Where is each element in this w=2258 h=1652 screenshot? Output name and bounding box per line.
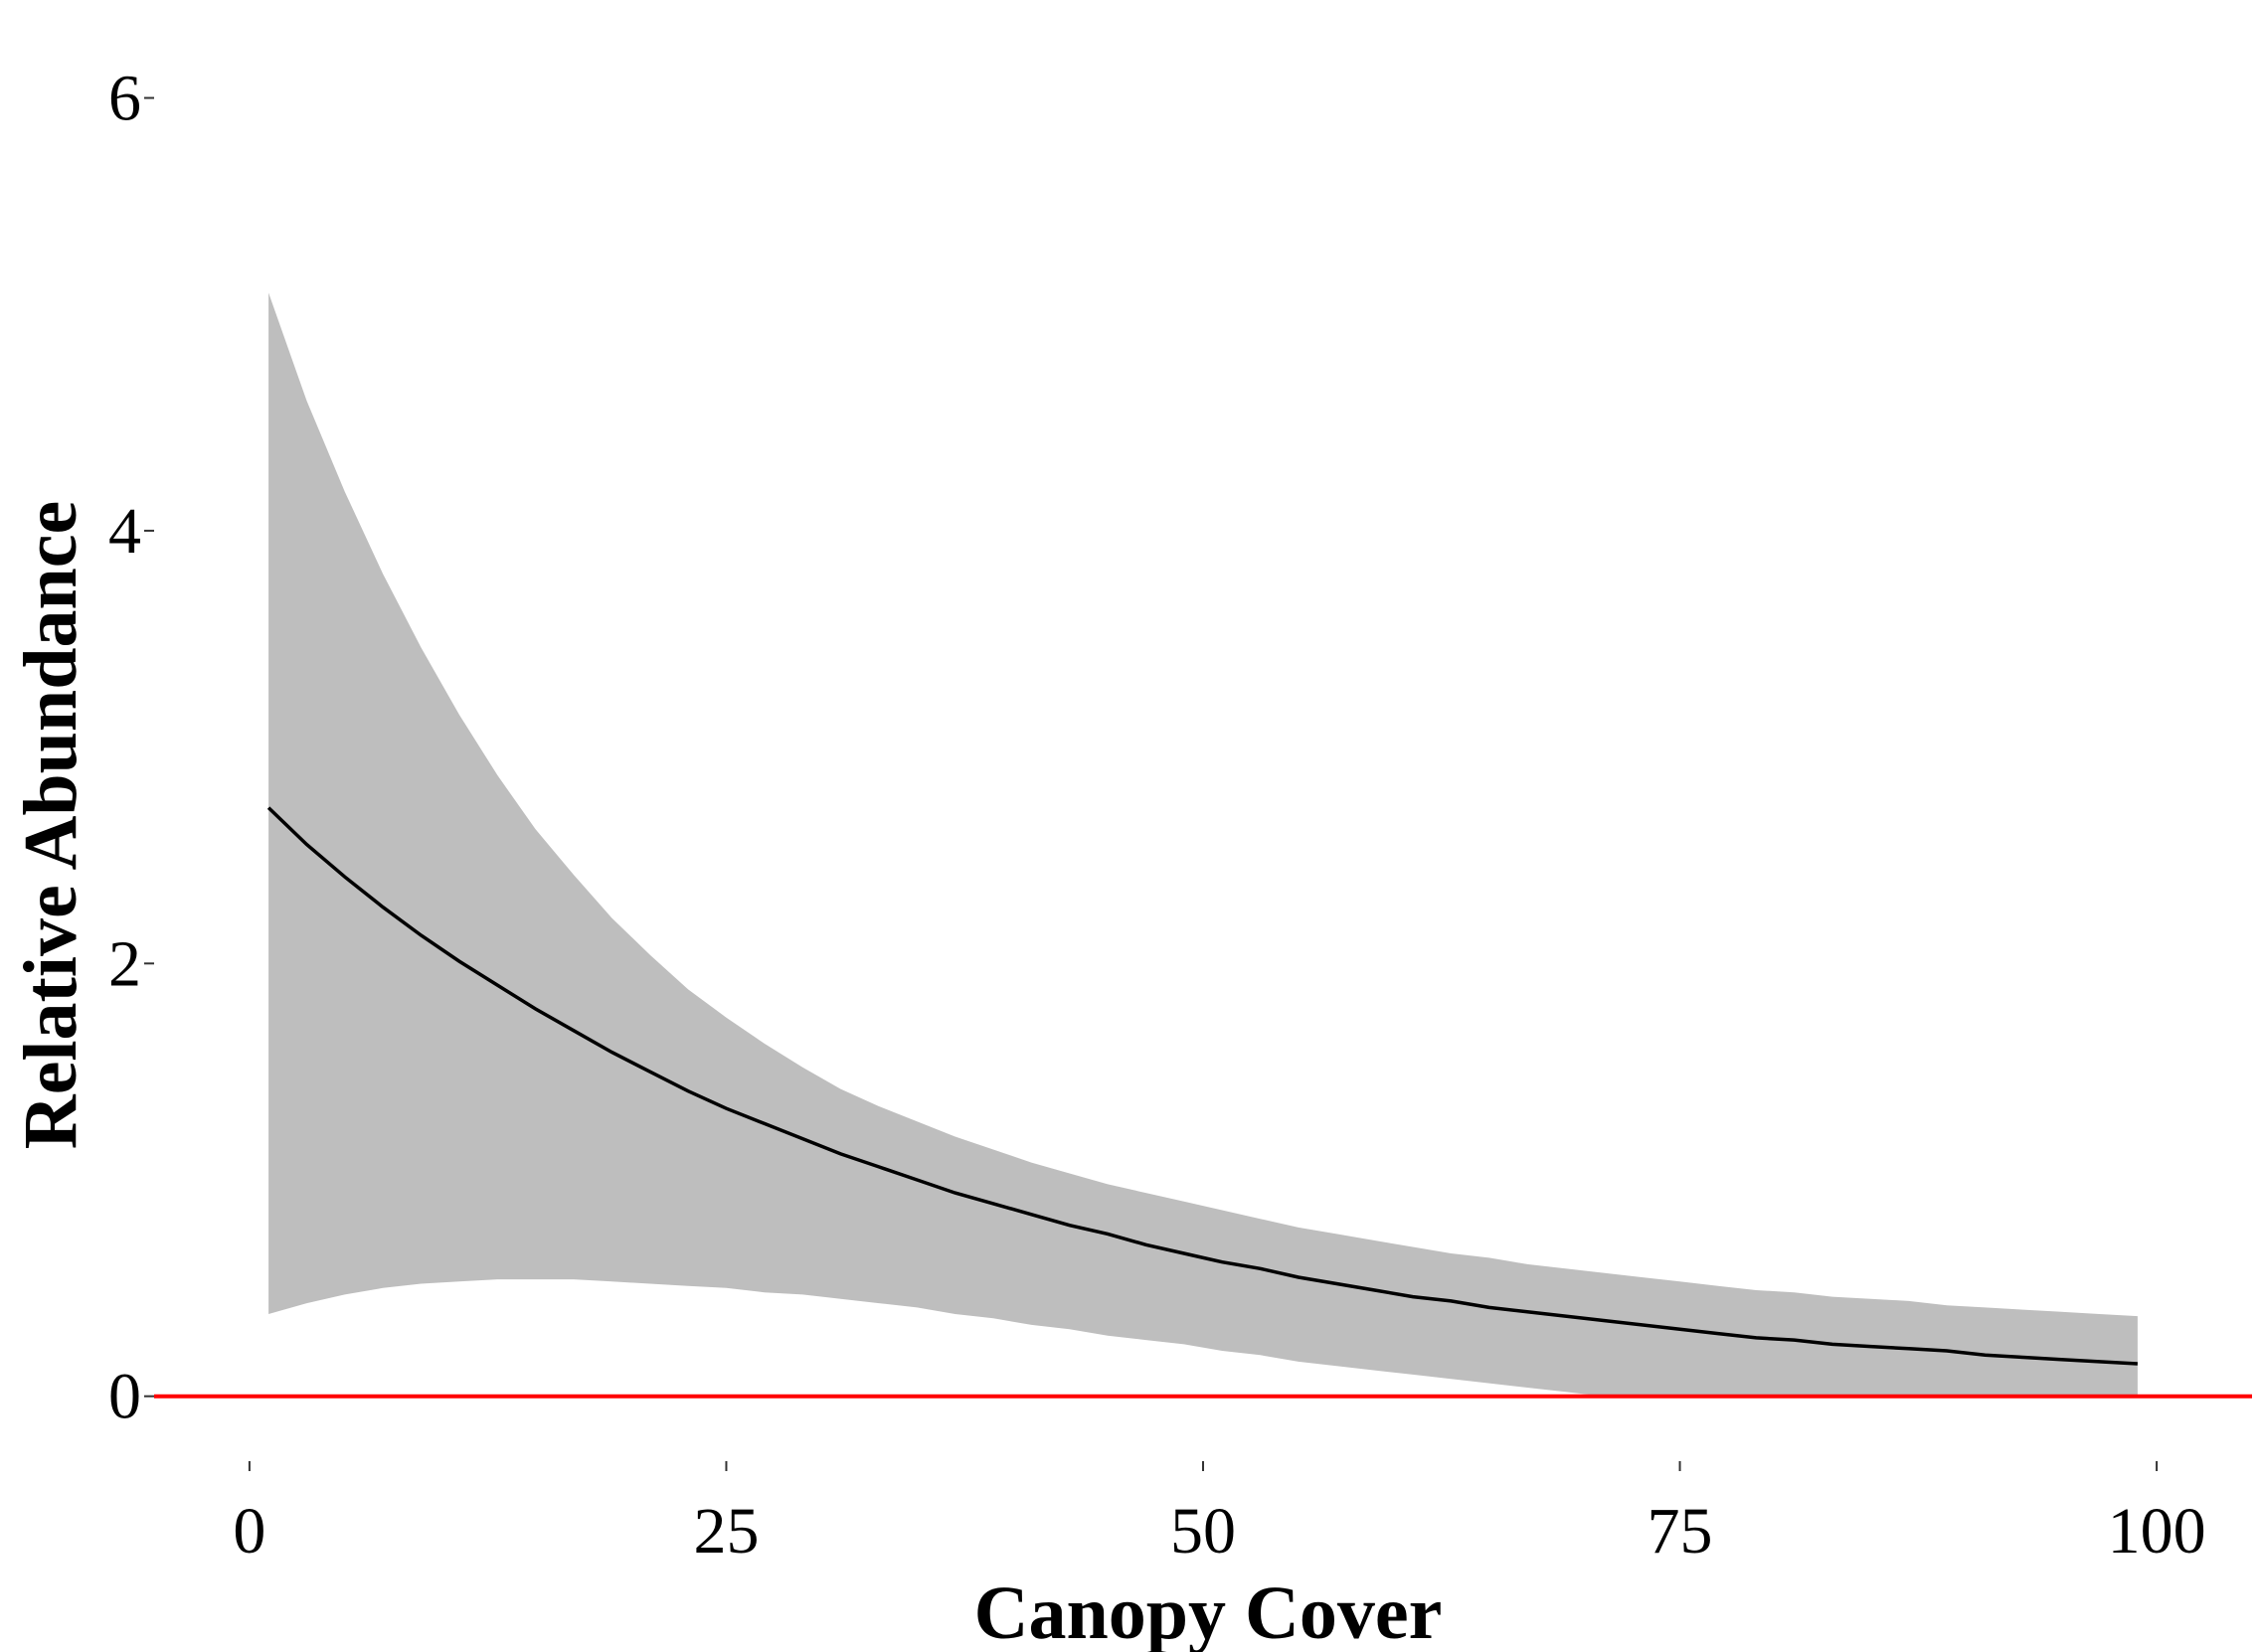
y-tick-label: 2	[108, 927, 141, 1000]
y-tick-label: 6	[108, 63, 141, 135]
y-axis: 0 2 4 6	[108, 63, 154, 1433]
y-tick-label: 4	[108, 495, 141, 568]
x-tick-label: 100	[2108, 1495, 2206, 1568]
confidence-ribbon	[268, 292, 2138, 1397]
x-axis: 0 25 50 75 100	[233, 1461, 2206, 1568]
x-axis-title: Canopy Cover	[974, 1571, 1443, 1652]
y-tick-label: 0	[108, 1361, 141, 1433]
x-tick-label: 0	[233, 1495, 265, 1568]
x-tick-label: 50	[1170, 1495, 1236, 1568]
x-tick-label: 25	[693, 1495, 759, 1568]
fit-line-layer	[266, 806, 2138, 1366]
x-tick-label: 75	[1648, 1495, 1713, 1568]
confidence-ribbon-layer	[268, 292, 2138, 1397]
fit-line	[266, 806, 2138, 1366]
y-axis-title: Relative Abundance	[9, 501, 92, 1149]
